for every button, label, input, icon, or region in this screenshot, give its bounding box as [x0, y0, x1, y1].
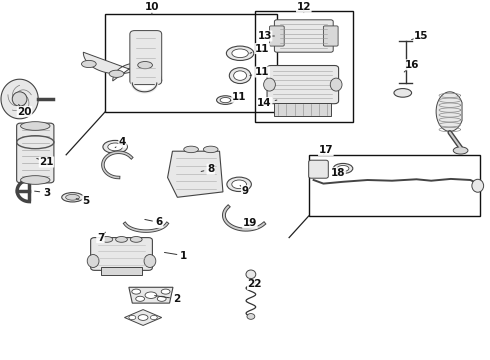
Text: 5: 5	[76, 196, 89, 206]
Text: 6: 6	[145, 217, 163, 228]
Ellipse shape	[62, 193, 83, 202]
Ellipse shape	[394, 89, 412, 97]
Text: 12: 12	[296, 2, 311, 13]
Text: 16: 16	[404, 60, 419, 72]
Text: 21: 21	[37, 157, 54, 167]
Ellipse shape	[232, 49, 248, 58]
Polygon shape	[436, 92, 462, 131]
Ellipse shape	[12, 92, 27, 106]
Ellipse shape	[144, 255, 156, 267]
Bar	[274, 103, 331, 116]
Polygon shape	[168, 151, 223, 197]
Polygon shape	[124, 310, 162, 325]
FancyBboxPatch shape	[270, 26, 284, 46]
Ellipse shape	[66, 194, 79, 200]
Polygon shape	[83, 52, 162, 81]
Ellipse shape	[136, 296, 145, 301]
Text: 14: 14	[257, 98, 277, 108]
Polygon shape	[1, 79, 38, 119]
Ellipse shape	[21, 122, 50, 130]
Text: 4: 4	[115, 137, 126, 148]
Ellipse shape	[109, 70, 124, 77]
Ellipse shape	[203, 146, 218, 153]
Text: 22: 22	[247, 279, 262, 289]
Ellipse shape	[453, 147, 468, 154]
Ellipse shape	[226, 46, 254, 60]
FancyBboxPatch shape	[91, 238, 152, 270]
Text: 11: 11	[230, 92, 246, 102]
Ellipse shape	[129, 315, 136, 320]
FancyBboxPatch shape	[274, 20, 333, 52]
Ellipse shape	[217, 96, 234, 104]
Text: 15: 15	[412, 31, 429, 41]
Ellipse shape	[132, 289, 141, 294]
Ellipse shape	[138, 315, 148, 320]
Text: 18: 18	[331, 168, 345, 178]
Ellipse shape	[264, 78, 275, 91]
Text: 7: 7	[97, 232, 105, 243]
Ellipse shape	[184, 146, 198, 153]
Ellipse shape	[103, 140, 127, 153]
Ellipse shape	[229, 68, 251, 84]
Ellipse shape	[157, 296, 166, 301]
Text: 19: 19	[243, 218, 257, 228]
Ellipse shape	[101, 237, 113, 242]
Ellipse shape	[246, 270, 256, 279]
Ellipse shape	[81, 60, 96, 68]
Bar	[105, 14, 277, 112]
FancyBboxPatch shape	[323, 26, 338, 46]
Bar	[309, 155, 480, 216]
Ellipse shape	[161, 289, 170, 294]
Ellipse shape	[116, 237, 127, 242]
Text: 11: 11	[250, 44, 270, 54]
Text: 17: 17	[318, 145, 333, 156]
Ellipse shape	[145, 292, 157, 298]
Text: 20: 20	[17, 104, 32, 117]
Ellipse shape	[150, 315, 157, 320]
Bar	[101, 267, 142, 275]
Text: 9: 9	[240, 185, 248, 196]
Text: 10: 10	[145, 2, 159, 14]
Ellipse shape	[337, 166, 349, 171]
Ellipse shape	[333, 163, 353, 174]
Text: 3: 3	[35, 188, 50, 198]
FancyBboxPatch shape	[267, 66, 339, 104]
Ellipse shape	[232, 180, 246, 189]
Polygon shape	[129, 287, 173, 303]
FancyBboxPatch shape	[309, 160, 328, 178]
Text: 2: 2	[155, 294, 180, 304]
Ellipse shape	[330, 78, 342, 91]
FancyBboxPatch shape	[130, 31, 162, 85]
Ellipse shape	[87, 255, 99, 267]
Ellipse shape	[130, 237, 142, 242]
Ellipse shape	[21, 176, 50, 184]
Text: 13: 13	[257, 31, 274, 41]
Text: 11: 11	[250, 67, 270, 77]
Ellipse shape	[108, 143, 122, 151]
FancyBboxPatch shape	[17, 123, 54, 183]
Ellipse shape	[138, 62, 152, 69]
Bar	[255, 11, 353, 122]
Text: 1: 1	[165, 251, 187, 261]
Ellipse shape	[247, 314, 255, 319]
Text: 8: 8	[201, 164, 214, 174]
Ellipse shape	[234, 71, 246, 80]
Ellipse shape	[220, 98, 231, 103]
Ellipse shape	[472, 179, 484, 192]
Ellipse shape	[227, 177, 251, 192]
